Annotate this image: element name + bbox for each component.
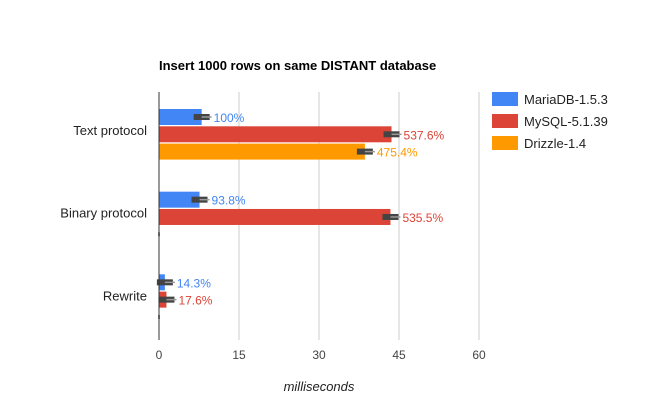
x-axis-label: milliseconds [284,379,355,394]
category-label: Binary protocol [60,206,147,221]
legend: MariaDB-1.5.3 MySQL-5.1.39 Drizzle-1.4 [492,92,608,151]
category-label: Rewrite [103,288,147,303]
legend-swatch [492,136,518,150]
legend-label: MariaDB-1.5.3 [524,92,608,107]
data-label: 475.4% [377,146,418,160]
bar [159,208,391,225]
data-label: 537.6% [404,128,445,142]
x-tick-label: 60 [472,348,486,362]
x-tick-label: 0 [156,348,163,362]
legend-swatch [492,114,518,128]
legend-label: MySQL-5.1.39 [524,114,608,129]
data-label: 535.5% [402,211,443,225]
category-label: Text protocol [73,123,147,138]
data-label: 93.8% [212,194,246,208]
x-tick-label: 15 [232,348,246,362]
x-tick-label: 45 [392,348,406,362]
bar [159,143,365,160]
legend-swatch [492,92,518,106]
legend-label: Drizzle-1.4 [524,136,586,151]
chart-title: Insert 1000 rows on same DISTANT databas… [159,58,436,73]
bar [159,126,392,143]
bar [159,109,202,125]
bar [159,191,200,208]
x-tick-labels: 0 15 30 45 60 [156,348,486,362]
x-tick-label: 30 [312,348,326,362]
bars: 100% 537.6% 475.4% 93.8% 535.5% 14.3% 17.6% [156,109,445,319]
category-labels: Text protocol Binary protocol Rewrite [60,123,147,303]
data-label: 100% [214,111,245,125]
data-label: 14.3% [177,276,211,290]
data-label: 17.6% [178,294,212,308]
